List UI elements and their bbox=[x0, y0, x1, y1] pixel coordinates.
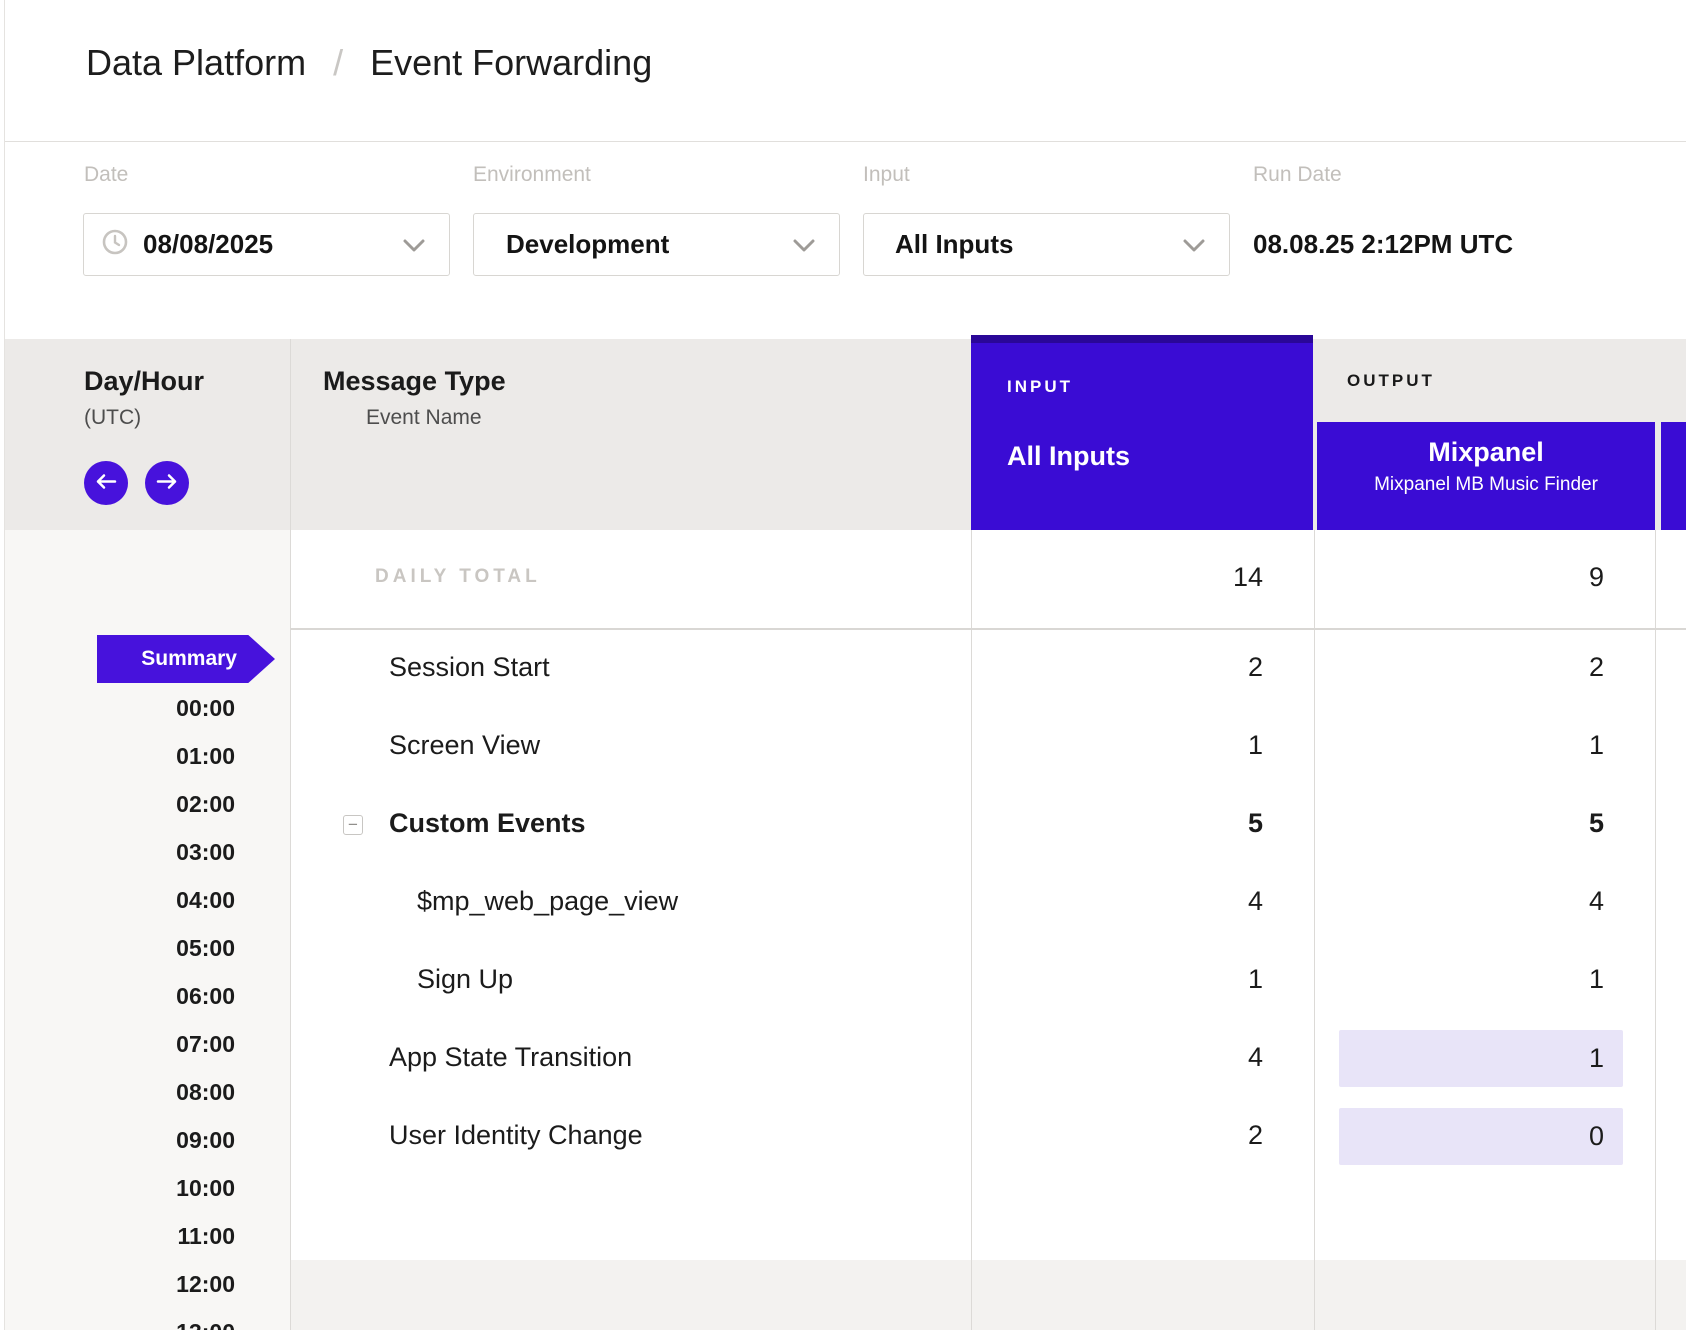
sidebar-hour-item[interactable]: 11:00 bbox=[94, 1221, 235, 1251]
input-count-cell: 5 bbox=[971, 808, 1263, 839]
input-count-cell: 4 bbox=[971, 886, 1263, 917]
sidebar-hour-item[interactable]: 09:00 bbox=[94, 1125, 235, 1155]
event-name-label: Session Start bbox=[389, 652, 550, 683]
table-row: $mp_web_page_view 4 4 bbox=[0, 864, 1686, 942]
output-count-cell: 2 bbox=[1314, 652, 1604, 683]
event-name-label: Screen View bbox=[389, 730, 540, 761]
output-count-cell: 5 bbox=[1314, 808, 1604, 839]
table-row: App State Transition 4 1 bbox=[0, 1020, 1686, 1098]
sidebar-hour-item[interactable]: 12:00 bbox=[94, 1269, 235, 1299]
input-count-cell: 2 bbox=[971, 1120, 1263, 1151]
input-count-cell: 1 bbox=[971, 730, 1263, 761]
output-count-cell: 1 bbox=[1314, 730, 1604, 761]
input-count-cell: 4 bbox=[971, 1042, 1263, 1073]
event-name-label: Custom Events bbox=[389, 808, 586, 839]
sidebar-hour-item[interactable]: 06:00 bbox=[94, 981, 235, 1011]
sidebar-hour-item[interactable]: 13:00 bbox=[94, 1317, 235, 1330]
sidebar-hour-item[interactable]: 03:00 bbox=[94, 837, 235, 867]
sidebar-hour-item[interactable]: 10:00 bbox=[94, 1173, 235, 1203]
sidebar-hour-item[interactable]: 01:00 bbox=[94, 741, 235, 771]
output-count-cell-highlighted: 1 bbox=[1339, 1030, 1623, 1087]
input-count-cell: 1 bbox=[971, 964, 1263, 995]
event-name-label: $mp_web_page_view bbox=[417, 886, 678, 917]
event-name-label: App State Transition bbox=[389, 1042, 632, 1073]
sidebar-hour-item[interactable]: 08:00 bbox=[94, 1077, 235, 1107]
output-count-cell: 1 bbox=[1314, 964, 1604, 995]
table-row: Sign Up 1 1 bbox=[0, 942, 1686, 1020]
collapse-toggle-icon[interactable]: − bbox=[343, 815, 363, 835]
sidebar-hour-item[interactable]: 00:00 bbox=[94, 693, 235, 723]
output-count-cell: 4 bbox=[1314, 886, 1604, 917]
sidebar-hour-item[interactable]: 05:00 bbox=[94, 933, 235, 963]
table-row: Screen View 1 1 bbox=[0, 708, 1686, 786]
sidebar-hour-item[interactable]: 07:00 bbox=[94, 1029, 235, 1059]
input-count-cell: 2 bbox=[971, 652, 1263, 683]
sidebar-item-summary-selected[interactable]: Summary bbox=[97, 635, 275, 683]
sidebar-hour-item[interactable]: 04:00 bbox=[94, 885, 235, 915]
table-row: − Custom Events 5 5 bbox=[0, 786, 1686, 864]
table-row: User Identity Change 2 0 bbox=[0, 1098, 1686, 1176]
event-name-label: Sign Up bbox=[417, 964, 513, 995]
sidebar-hour-item[interactable]: 02:00 bbox=[94, 789, 235, 819]
page-left-border bbox=[4, 0, 5, 1330]
output-count-cell-highlighted: 0 bbox=[1339, 1108, 1623, 1165]
event-name-label: User Identity Change bbox=[389, 1120, 643, 1151]
event-forwarding-page: Data Platform / Event Forwarding Date En… bbox=[0, 0, 1686, 1330]
